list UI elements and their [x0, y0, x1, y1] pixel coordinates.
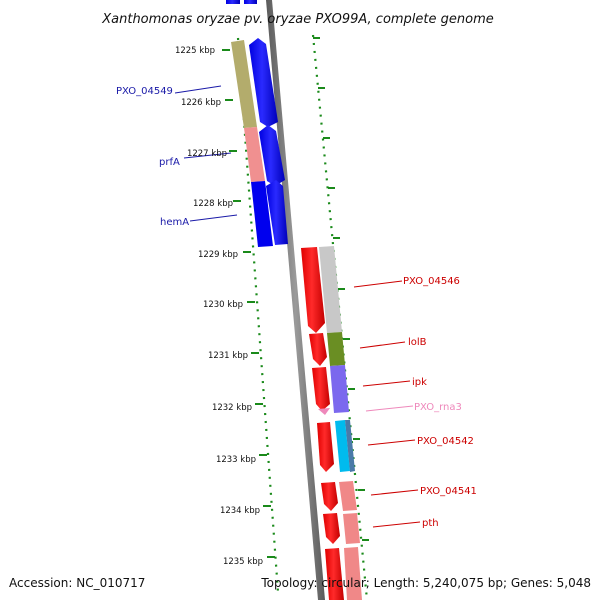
genome-summary-text: Topology: circular; Length: 5,240,075 bp… [260, 576, 591, 590]
gene-pth-arrow [323, 513, 340, 544]
cog-band-blue [251, 181, 273, 247]
ruler-tick-label: 1233 kbp [216, 455, 256, 465]
gene-label-PXO_04546[interactable]: PXO_04546 [403, 276, 460, 287]
ruler-tick-label: 1232 kbp [212, 403, 252, 413]
ruler-tick-label: 1235 kbp [223, 557, 263, 567]
gene-PXO_rna3-arrow [318, 408, 330, 415]
cog-band-pink-3 [344, 547, 362, 600]
ruler-tick-label: 1226 kbp [181, 98, 221, 108]
cog-band-olive [231, 40, 257, 128]
gene-label-lolB[interactable]: lolB [408, 337, 427, 348]
accession-text: Accession: NC_010717 [9, 576, 145, 590]
gene-PXO_04546-arrow [301, 247, 325, 333]
ruler-tick-dashes [222, 49, 275, 558]
cog-band-green [327, 332, 345, 366]
map-title: Xanthomonas oryzae pv. oryzae PXO99A, co… [101, 12, 494, 27]
gene-label-PXO_04549[interactable]: PXO_04549 [116, 86, 173, 97]
cds-partial-top-2 [244, 0, 257, 4]
gene-PXO_04542-arrow [317, 422, 334, 472]
ruler-tick-label: 1227 kbp [187, 149, 227, 159]
cog-band-salmon [244, 127, 265, 182]
gene-PXO_04549-arrow [249, 38, 278, 127]
gene-hemA-arrow [266, 180, 288, 245]
gene-label-ipk[interactable]: ipk [412, 377, 427, 388]
ruler-tick-labels: 1225 kbp 1226 kbp 1227 kbp 1228 kbp 1229… [175, 46, 263, 567]
gene-prfA-arrow [259, 125, 285, 186]
gene-label-PXO_rna3[interactable]: PXO_rna3 [414, 402, 462, 413]
ruler-tick-label: 1229 kbp [198, 250, 238, 260]
genome-backbone [266, 0, 325, 600]
gene-PXO_04541-arrow [321, 482, 338, 511]
label-lines [174, 85, 421, 528]
gene-ipk-arrow [312, 367, 330, 411]
gene-labels: PXO_04549 prfA hemA PXO_04546 lolB ipk P… [116, 86, 477, 529]
cog-band-purple [330, 365, 349, 413]
gene-label-PXO_04541[interactable]: PXO_04541 [420, 486, 477, 497]
gene-lolB-arrow [309, 333, 327, 366]
ruler-tick-label: 1231 kbp [208, 351, 248, 361]
ruler-tick-label: 1230 kbp [203, 300, 243, 310]
gene-label-PXO_04542[interactable]: PXO_04542 [417, 436, 474, 447]
outer-dash-marks [313, 37, 369, 541]
outer-dotted-line [311, 34, 369, 600]
gene-label-pth[interactable]: pth [422, 518, 439, 529]
ruler-tick-label: 1225 kbp [175, 46, 215, 56]
cog-band-pink-1 [339, 481, 357, 511]
gene-label-prfA[interactable]: prfA [159, 157, 180, 168]
ruler-tick-label: 1228 kbp [193, 199, 233, 209]
ruler-tick-label: 1234 kbp [220, 506, 260, 516]
cog-band-steel [345, 420, 355, 472]
cds-partial-bottom [325, 548, 344, 600]
cds-partial-top [226, 0, 240, 4]
cog-band-gray [319, 246, 342, 333]
cog-band-pink-2 [343, 513, 360, 544]
gene-label-hemA[interactable]: hemA [160, 217, 189, 228]
